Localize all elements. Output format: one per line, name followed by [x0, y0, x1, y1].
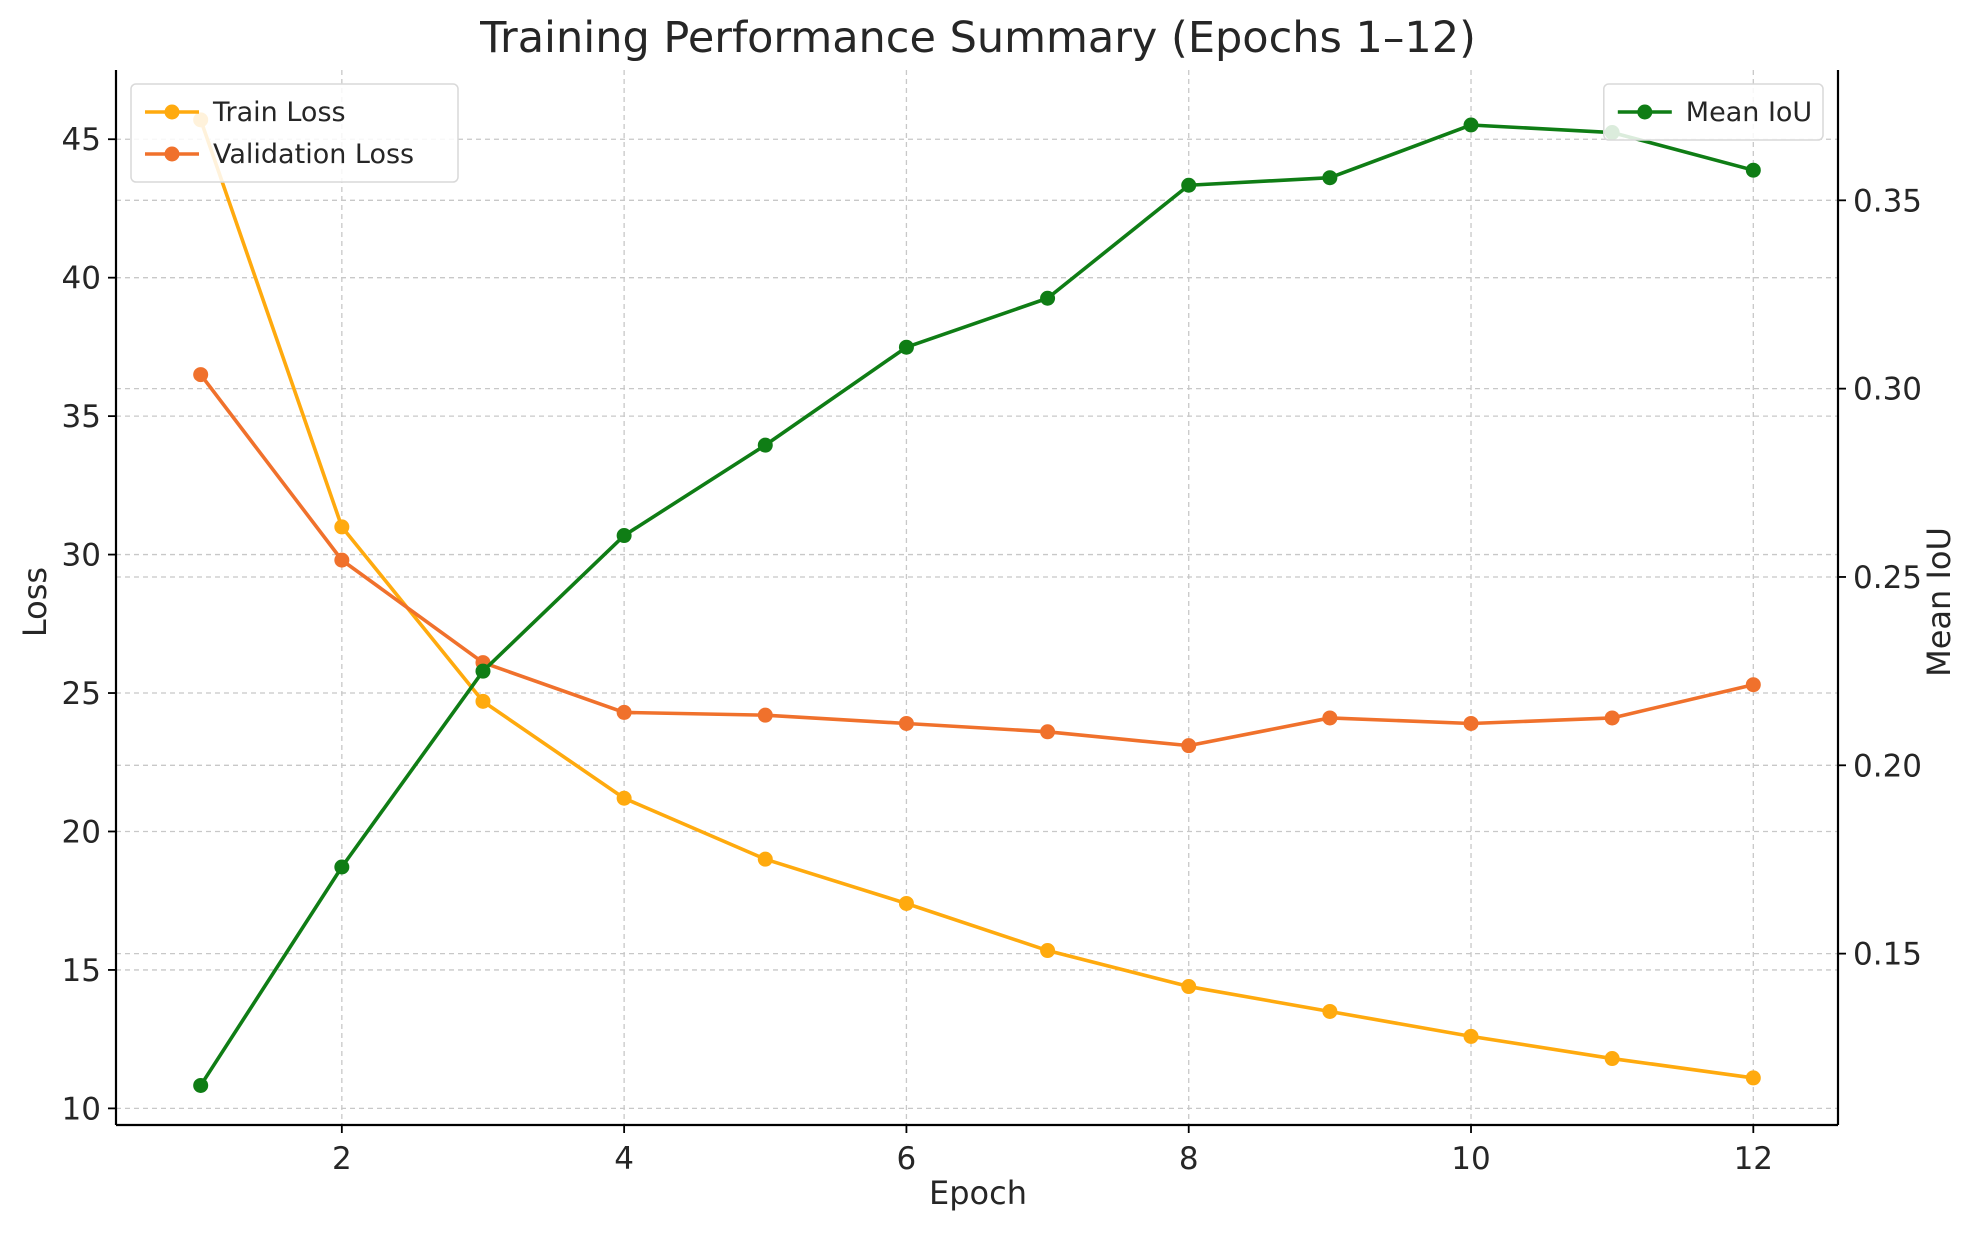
axes: 2 4 6 8 10 12 10 15 20 25 30 35 40 45 0.15 0.20 0.25 0.30… [62, 70, 1922, 1177]
x-tick-label: 12 [1734, 1141, 1773, 1177]
x-tick-label: 8 [1179, 1141, 1199, 1177]
data-point [616, 790, 632, 806]
data-point [1181, 979, 1197, 995]
legend-entry-label: Mean IoU [1686, 97, 1812, 128]
data-point [1745, 1070, 1761, 1086]
legend-swatch-marker [1637, 104, 1653, 120]
data-point [1040, 290, 1056, 306]
y2-tick-label: 0.30 [1853, 372, 1922, 408]
chart-title: Training Performance Summary (Epochs 1–1… [479, 13, 1476, 63]
legend-entry-label: Validation Loss [213, 139, 414, 170]
series-validation-loss [193, 367, 1761, 754]
legend-swatch-marker [164, 146, 180, 162]
y2-tick-label: 0.35 [1853, 183, 1922, 219]
data-point [1463, 1028, 1479, 1044]
data-point [898, 339, 914, 355]
legend-upper-left: Train Loss Validation Loss [130, 83, 459, 183]
data-point [1604, 1051, 1620, 1067]
data-point [1181, 738, 1197, 754]
y-tick-label: 40 [62, 261, 101, 297]
series-area [193, 112, 1761, 1093]
grid [116, 70, 1838, 1125]
data-point [757, 707, 773, 723]
data-point [898, 895, 914, 911]
y-tick-label: 30 [62, 538, 101, 574]
series-line [198, 119, 1754, 1080]
series-mean-iou [193, 117, 1761, 1093]
x-tick-label: 10 [1451, 1141, 1490, 1177]
x-tick-label: 6 [897, 1141, 917, 1177]
series-line [199, 373, 1754, 748]
data-point [757, 437, 773, 453]
y-tick-label: 10 [62, 1091, 101, 1127]
data-point [475, 663, 491, 679]
data-point [1745, 162, 1761, 178]
data-point [1322, 710, 1338, 726]
data-point [334, 859, 350, 875]
y-axis-label: Loss [16, 567, 54, 637]
y-tick-label: 35 [62, 399, 101, 435]
series-line [199, 123, 1754, 1087]
data-point [193, 367, 209, 383]
y-tick-label: 15 [62, 953, 101, 989]
legend-swatch-marker [164, 104, 180, 120]
data-point [1040, 724, 1056, 740]
y-tick-label: 20 [62, 814, 101, 850]
data-point [616, 528, 632, 544]
data-point [334, 519, 350, 535]
series-train-loss [193, 112, 1761, 1086]
legend-entry-label: Train Loss [212, 97, 346, 128]
x-axis-label: Epoch [929, 1174, 1027, 1212]
data-point [1040, 943, 1056, 959]
x-tick-label: 4 [614, 1141, 634, 1177]
y2-axis-label: Mean IoU [1920, 527, 1958, 677]
x-tick-label: 2 [332, 1141, 352, 1177]
y2-tick-label: 0.25 [1853, 560, 1922, 596]
legends: Train Loss Validation Loss Mean IoU [130, 83, 1824, 183]
data-point [1322, 170, 1338, 186]
y2-tick-label: 0.15 [1853, 937, 1922, 973]
data-point [475, 693, 491, 709]
y2-tick-label: 0.20 [1853, 748, 1922, 784]
data-point [1463, 715, 1479, 731]
data-point [1745, 677, 1761, 693]
legend-upper-right: Mean IoU [1603, 83, 1824, 141]
data-point [757, 851, 773, 867]
legend-frame [130, 83, 459, 183]
data-point [1322, 1003, 1338, 1019]
data-point [1604, 710, 1620, 726]
data-point [1181, 177, 1197, 193]
y-tick-label: 25 [62, 676, 101, 712]
y-tick-label: 45 [62, 122, 101, 158]
data-point [193, 1077, 209, 1093]
data-point [616, 704, 632, 720]
data-point [334, 552, 350, 568]
data-point [1463, 117, 1479, 133]
data-point [898, 715, 914, 731]
legend-frame [1603, 83, 1824, 141]
